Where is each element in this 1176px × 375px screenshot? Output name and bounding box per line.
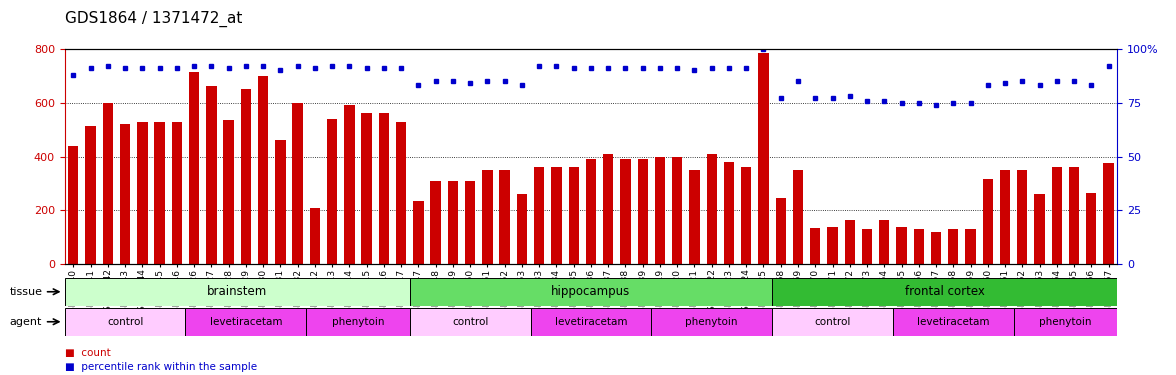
Text: hippocampus: hippocampus [552,285,630,298]
Bar [68,146,79,264]
Text: ■  percentile rank within the sample: ■ percentile rank within the sample [65,362,256,372]
Bar [306,308,409,336]
Bar [138,122,147,264]
Text: levetiracetam: levetiracetam [555,316,627,327]
Bar [223,120,234,264]
Bar [773,308,893,336]
Bar [723,162,734,264]
Bar [65,308,186,336]
Bar [482,170,493,264]
Text: brainstem: brainstem [207,285,267,298]
Bar [293,103,302,264]
Bar [793,170,803,264]
Bar [534,167,544,264]
Text: GDS1864 / 1371472_at: GDS1864 / 1371472_at [65,11,242,27]
Text: control: control [107,316,143,327]
Bar [430,181,441,264]
Bar [759,53,769,264]
Bar [241,89,250,264]
Bar [931,232,941,264]
Bar [896,226,907,264]
Bar [828,226,837,264]
Text: levetiracetam: levetiracetam [209,316,282,327]
Text: tissue: tissue [9,287,42,297]
Bar [862,230,873,264]
Bar [671,157,682,264]
Bar [652,308,773,336]
Bar [1000,170,1010,264]
Bar [206,87,216,264]
Bar [86,126,95,264]
Text: control: control [814,316,850,327]
Bar [186,308,306,336]
Bar [1035,194,1044,264]
Bar [258,76,268,264]
Bar [1103,163,1114,264]
Bar [707,154,717,264]
Bar [689,170,700,264]
Bar [775,198,786,264]
Bar [361,113,372,264]
Text: control: control [452,316,488,327]
Bar [552,167,562,264]
Bar [189,72,199,264]
Bar [1051,167,1062,264]
Text: phenytoin: phenytoin [1040,316,1091,327]
Bar [880,220,889,264]
Bar [102,103,113,264]
Bar [603,154,614,264]
Bar [396,122,407,264]
Bar [773,278,1117,306]
Bar [586,159,596,264]
Bar [516,194,527,264]
Bar [65,278,409,306]
Bar [983,180,993,264]
Bar [530,308,652,336]
Bar [637,159,648,264]
Text: agent: agent [9,317,42,327]
Bar [154,122,165,264]
Bar [893,308,1014,336]
Bar [465,181,475,264]
Bar [345,105,354,264]
Bar [1087,193,1096,264]
Bar [1017,170,1028,264]
Bar [413,201,423,264]
Bar [568,167,579,264]
Text: phenytoin: phenytoin [332,316,385,327]
Bar [655,157,666,264]
Bar [309,208,320,264]
Bar [327,119,338,264]
Text: phenytoin: phenytoin [686,316,739,327]
Text: ■  count: ■ count [65,348,111,358]
Bar [741,167,751,264]
Bar [500,170,510,264]
Text: frontal cortex: frontal cortex [904,285,984,298]
Text: levetiracetam: levetiracetam [917,316,989,327]
Bar [120,124,131,264]
Bar [409,278,773,306]
Bar [810,228,821,264]
Bar [275,140,286,264]
Bar [1069,167,1080,264]
Bar [448,181,459,264]
Bar [620,159,630,264]
Bar [965,230,976,264]
Bar [379,113,389,264]
Bar [914,230,924,264]
Bar [172,122,182,264]
Bar [948,230,958,264]
Bar [844,220,855,264]
Bar [1014,308,1117,336]
Bar [409,308,530,336]
